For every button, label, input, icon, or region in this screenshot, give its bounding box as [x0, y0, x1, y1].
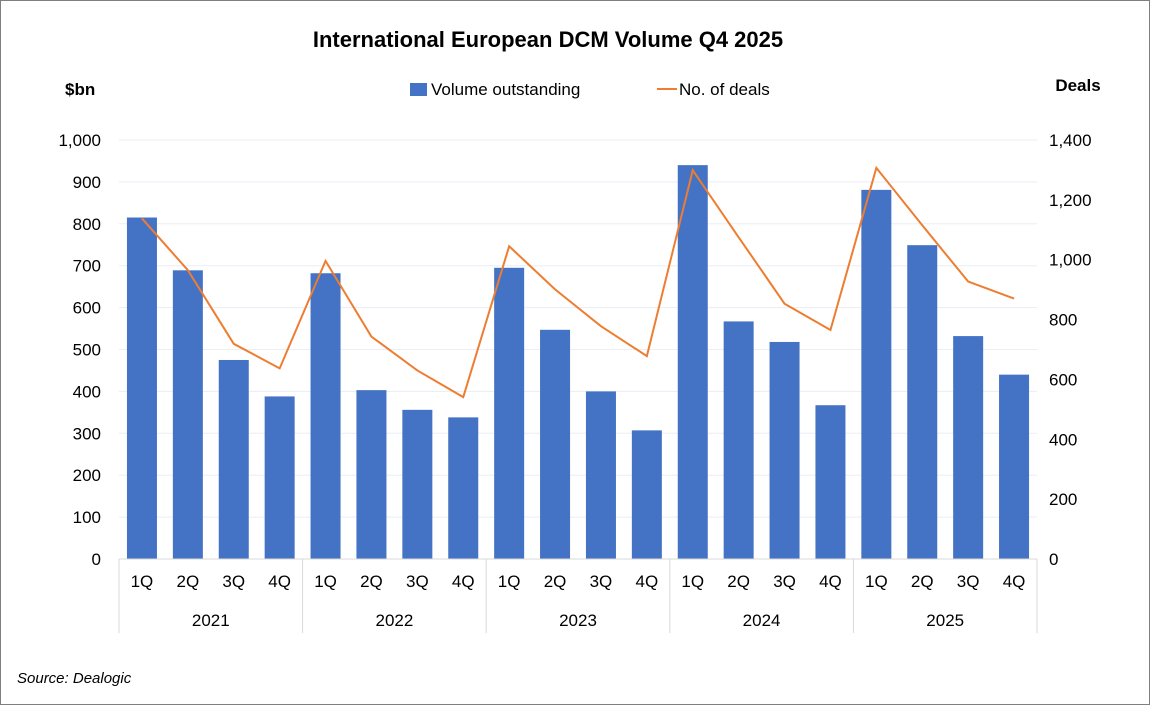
bar-volume	[953, 336, 984, 559]
bar-volume	[815, 405, 846, 559]
left-tick-label: 100	[73, 508, 101, 527]
left-tick-label: 0	[92, 550, 101, 569]
bar-volume	[907, 245, 938, 559]
left-tick-label: 300	[73, 424, 101, 443]
right-tick-label: 800	[1049, 311, 1077, 330]
bar-volume	[585, 391, 616, 559]
quarter-label: 1Q	[865, 572, 888, 591]
bar-volume	[126, 217, 157, 559]
bar-volume	[631, 430, 662, 559]
legend-bar-label: Volume outstanding	[431, 80, 580, 99]
quarter-label: 1Q	[131, 572, 154, 591]
quarter-label: 2Q	[544, 572, 567, 591]
bar-volume	[310, 273, 341, 559]
bar-volume	[218, 359, 249, 559]
left-tick-label: 1,000	[58, 131, 101, 150]
quarter-label: 2Q	[727, 572, 750, 591]
quarter-label: 4Q	[268, 572, 291, 591]
bar-volume	[769, 341, 800, 559]
left-tick-label: 500	[73, 341, 101, 360]
quarter-label: 4Q	[636, 572, 659, 591]
legend-line-label: No. of deals	[679, 80, 770, 99]
quarter-label: 1Q	[314, 572, 337, 591]
bar-volume	[999, 374, 1030, 559]
bar-volume	[677, 165, 708, 559]
left-tick-label: 800	[73, 215, 101, 234]
legend-bar-swatch	[410, 83, 427, 96]
quarter-label: 4Q	[1003, 572, 1026, 591]
right-tick-label: 200	[1049, 490, 1077, 509]
bar-volume	[356, 390, 387, 559]
right-tick-label: 0	[1049, 550, 1058, 569]
quarter-label: 3Q	[590, 572, 613, 591]
bar-volume	[861, 189, 892, 559]
right-tick-label: 1,400	[1049, 131, 1092, 150]
quarter-label: 2Q	[177, 572, 200, 591]
left-axis-label: $bn	[65, 80, 95, 99]
line-deals	[141, 165, 1015, 399]
left-tick-label: 700	[73, 257, 101, 276]
quarter-label: 3Q	[773, 572, 796, 591]
bar-volume	[172, 270, 203, 559]
year-label: 2025	[926, 611, 964, 630]
quarter-label: 3Q	[957, 572, 980, 591]
year-label: 2023	[559, 611, 597, 630]
bar-volume	[448, 417, 479, 559]
year-label: 2024	[743, 611, 781, 630]
right-tick-label: 1,200	[1049, 191, 1092, 210]
quarter-label: 4Q	[819, 572, 842, 591]
quarter-label: 1Q	[681, 572, 704, 591]
bar-volume	[402, 409, 433, 559]
left-tick-label: 600	[73, 299, 101, 318]
quarter-label: 2Q	[911, 572, 934, 591]
right-axis-label: Deals	[1055, 76, 1100, 95]
right-tick-label: 1,000	[1049, 251, 1092, 270]
quarter-label: 1Q	[498, 572, 521, 591]
bar-volume	[494, 267, 525, 559]
bar-volume	[540, 329, 571, 559]
chart-title: International European DCM Volume Q4 202…	[313, 27, 783, 52]
source-note: Source: Dealogic	[17, 670, 132, 687]
quarter-label: 2Q	[360, 572, 383, 591]
bar-volume	[723, 321, 754, 559]
left-tick-label: 900	[73, 173, 101, 192]
right-tick-label: 400	[1049, 430, 1077, 449]
quarter-label: 3Q	[406, 572, 429, 591]
year-label: 2022	[375, 611, 413, 630]
right-tick-label: 600	[1049, 370, 1077, 389]
left-tick-label: 200	[73, 466, 101, 485]
quarter-label: 4Q	[452, 572, 475, 591]
bar-volume	[264, 396, 295, 559]
year-label: 2021	[192, 611, 230, 630]
left-tick-label: 400	[73, 382, 101, 401]
quarter-label: 3Q	[222, 572, 245, 591]
